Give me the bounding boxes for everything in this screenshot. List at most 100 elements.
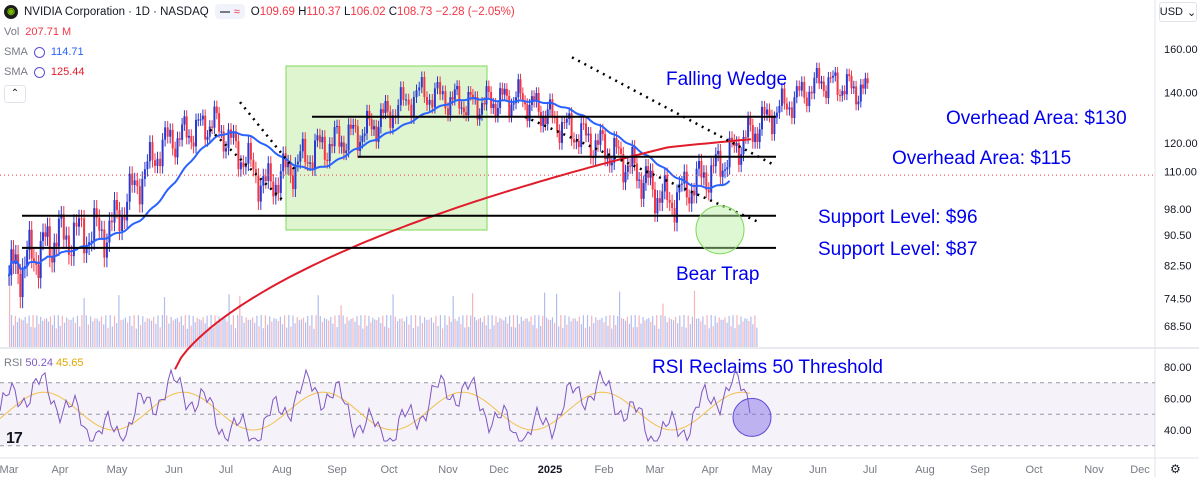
candle-body (118, 210, 121, 231)
candle-body (39, 240, 42, 279)
candle-body (676, 192, 678, 223)
volume-bar (358, 325, 360, 347)
candle-body (379, 109, 382, 127)
volume-bar (22, 320, 24, 347)
volume-bar (607, 325, 609, 347)
candle-body (565, 118, 568, 123)
candle-body (790, 107, 793, 118)
candle-body (629, 165, 632, 167)
symbol-title[interactable]: NVIDIA Corporation · 1D · NASDAQ (24, 5, 209, 18)
candle-body (85, 245, 88, 254)
gear-icon[interactable]: ⚙ (1170, 462, 1181, 476)
volume-bar (163, 297, 166, 347)
volume-bar (433, 322, 435, 347)
candle-body (213, 106, 216, 128)
candle-body (453, 89, 456, 100)
volume-bar (687, 315, 689, 347)
volume-bar (87, 324, 89, 347)
volume-bar (76, 315, 79, 347)
candle-body (620, 148, 622, 154)
candle-body (100, 229, 103, 231)
volume-bar (394, 316, 396, 347)
volume-bar (90, 316, 92, 347)
volume-bar (296, 317, 298, 347)
candle-body (773, 117, 776, 135)
candle-body (710, 165, 713, 193)
volume-bar (109, 315, 111, 347)
indicator-settings-icon[interactable] (33, 66, 45, 78)
candle-body (294, 164, 297, 190)
bear-trap-label: Bear Trap (676, 264, 759, 285)
rsi-highlight-circle (732, 397, 772, 437)
volume-bar (57, 315, 59, 347)
candle-body (176, 138, 179, 158)
volume-bar (540, 326, 542, 347)
volume-bar (372, 317, 374, 347)
volume-bar (417, 326, 419, 347)
volume-bar (558, 326, 560, 347)
collapse-legend-button[interactable]: ⌃ (4, 85, 26, 103)
chart-style-toggle[interactable]: ≈ (214, 4, 245, 19)
price-tick-label: 68.50 (1164, 321, 1192, 333)
candle-body (785, 103, 788, 110)
candle-body (756, 133, 759, 142)
volume-bar (384, 326, 386, 347)
candle-body (21, 268, 24, 298)
candle-body (32, 258, 35, 262)
candle-body (512, 103, 515, 105)
volume-bar (202, 317, 204, 347)
rsi-legend[interactable]: RSI 50.24 45.65 (4, 357, 84, 369)
candle-body (267, 163, 270, 181)
candle-body (556, 117, 559, 131)
candle-body (154, 160, 156, 166)
candle-body (384, 101, 387, 113)
candle-body (269, 163, 272, 182)
volume-bar (595, 317, 597, 347)
volume-legend[interactable]: Vol 207.71 M (4, 26, 72, 38)
candle-body (284, 153, 287, 168)
candle-body (46, 226, 49, 237)
candle-body (296, 161, 299, 165)
candle-body (410, 104, 413, 118)
candle-body (649, 170, 652, 178)
volume-bar (288, 315, 290, 347)
candle-body (827, 77, 830, 99)
candle-body (363, 133, 366, 136)
volume-bar (734, 328, 736, 347)
candle-body (798, 86, 801, 91)
candle-body (526, 104, 529, 121)
volume-bar (328, 320, 330, 347)
candle-body (638, 179, 641, 181)
sma-50-legend[interactable]: SMA 114.71 (4, 46, 84, 58)
candle-body (768, 109, 771, 116)
volume-bar (172, 320, 174, 347)
volume-bar (326, 319, 328, 347)
volume-bar (507, 323, 509, 347)
volume-bar (245, 317, 247, 347)
candle-body (166, 127, 169, 137)
sma-200-legend[interactable]: SMA 125.44 (4, 66, 85, 78)
candle-body (496, 108, 499, 117)
candle-body (183, 116, 186, 125)
candle-body (342, 142, 345, 153)
volume-bar (81, 315, 83, 347)
volume-bar (98, 321, 100, 347)
volume-bar (495, 316, 497, 347)
tradingview-logo-icon[interactable]: 17 (6, 430, 23, 447)
candle-body (642, 183, 645, 199)
volume-bar (40, 316, 42, 347)
volume-bar (576, 321, 578, 347)
candle-body (666, 175, 669, 200)
candle-body (658, 198, 661, 203)
candle-body (587, 133, 590, 136)
currency-selector[interactable]: USD ⌄ (1159, 2, 1197, 22)
candle-body (469, 91, 472, 95)
volume-bar (319, 316, 321, 347)
candle-body (208, 126, 211, 137)
volume-bar (153, 316, 155, 347)
volume-bar (406, 316, 408, 347)
candle-body (483, 103, 486, 105)
volume-bar (100, 316, 103, 347)
indicator-settings-icon[interactable] (33, 46, 45, 58)
